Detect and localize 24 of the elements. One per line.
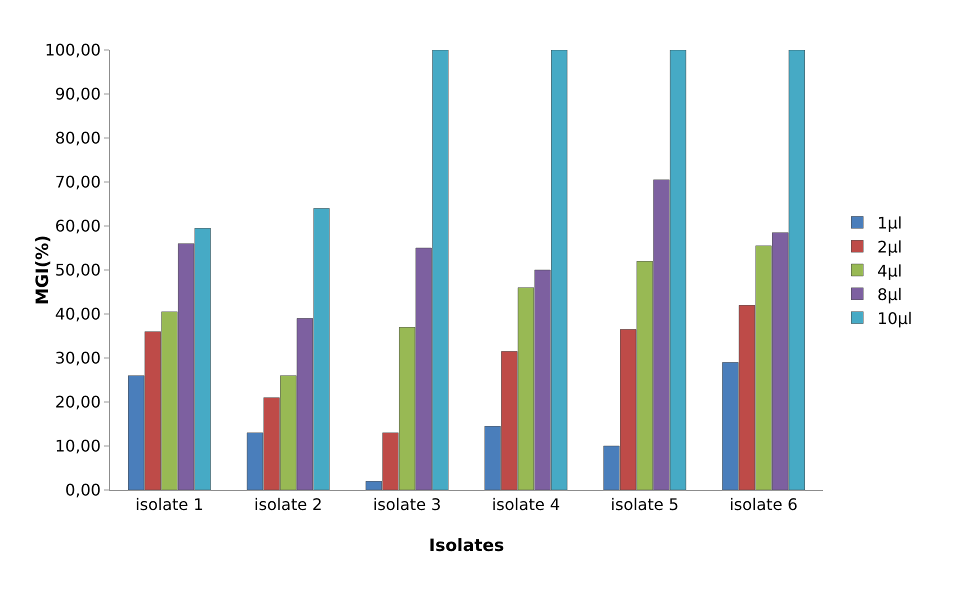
y-tick-label: 30,00: [54, 348, 101, 368]
y-tick-label: 0,00: [65, 480, 101, 500]
legend-label: 10µl: [877, 308, 912, 328]
legend-label: 2µl: [877, 237, 902, 256]
x-tick-label: isolate 3: [372, 495, 442, 514]
legend-label: 1µl: [877, 214, 902, 233]
y-tick-label: 100,00: [44, 40, 101, 60]
x-tick-label: isolate 6: [729, 495, 798, 514]
y-tick-label: 70,00: [54, 172, 101, 192]
x-tick-label: isolate 2: [254, 495, 322, 514]
y-tick-label: 80,00: [54, 128, 101, 148]
x-tick-label: isolate 1: [135, 495, 204, 514]
y-axis-title: MGI(%): [32, 235, 53, 305]
y-tick-label: 10,00: [54, 436, 101, 456]
x-tick-label: isolate 5: [610, 495, 679, 514]
x-tick-label: isolate 4: [492, 495, 560, 514]
y-tick-label: 40,00: [54, 304, 101, 324]
y-tick-label: 90,00: [54, 84, 101, 104]
y-tick-label: 60,00: [54, 216, 101, 236]
y-tick-label: 20,00: [54, 392, 101, 412]
x-axis-title: Isolates: [428, 536, 504, 556]
y-tick-label: 50,00: [54, 260, 101, 280]
legend-label: 8µl: [877, 285, 902, 304]
legend-label: 4µl: [877, 261, 902, 280]
